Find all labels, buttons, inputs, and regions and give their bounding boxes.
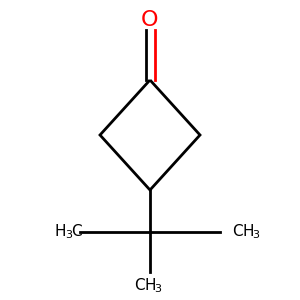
Text: 3: 3 bbox=[252, 230, 259, 240]
Text: 3: 3 bbox=[65, 230, 72, 240]
Text: C: C bbox=[232, 224, 243, 239]
Text: H: H bbox=[55, 224, 67, 239]
Text: 3: 3 bbox=[154, 284, 161, 294]
Text: C: C bbox=[134, 278, 145, 293]
Text: O: O bbox=[141, 10, 159, 30]
Text: H: H bbox=[242, 224, 254, 239]
Text: C: C bbox=[71, 224, 82, 239]
Text: H: H bbox=[144, 278, 155, 293]
